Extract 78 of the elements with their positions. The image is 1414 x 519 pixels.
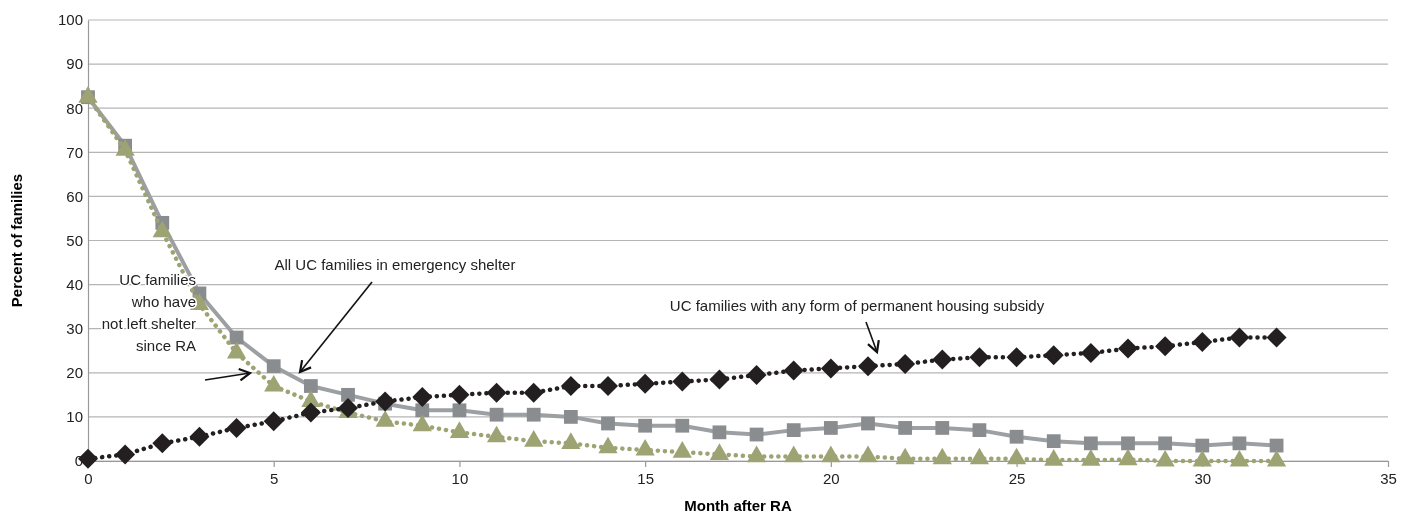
point xyxy=(1155,336,1176,357)
point xyxy=(1121,436,1135,451)
point xyxy=(861,416,875,431)
x-tick-label: 35 xyxy=(1380,469,1397,487)
point xyxy=(598,376,618,397)
point xyxy=(935,421,950,435)
point xyxy=(932,349,953,370)
point xyxy=(189,426,210,447)
point xyxy=(489,407,504,422)
point xyxy=(712,425,727,440)
x-tick-label: 20 xyxy=(823,469,840,487)
point xyxy=(783,360,804,381)
point xyxy=(415,403,430,418)
point xyxy=(672,371,693,392)
point xyxy=(1158,436,1173,451)
point xyxy=(115,444,136,465)
point xyxy=(1195,438,1210,453)
point xyxy=(452,403,467,418)
point xyxy=(449,384,470,405)
point xyxy=(375,391,396,412)
point xyxy=(226,417,247,438)
point xyxy=(523,382,544,403)
point xyxy=(263,411,284,432)
point xyxy=(1043,345,1064,366)
point xyxy=(969,347,990,368)
point xyxy=(1192,331,1213,352)
x-tick-label: 5 xyxy=(270,469,279,487)
point xyxy=(1046,434,1061,449)
point xyxy=(895,353,916,374)
point xyxy=(638,418,653,433)
point xyxy=(746,365,767,385)
x-tick-label: 10 xyxy=(451,469,469,487)
y-tick-label: 80 xyxy=(66,99,83,117)
point xyxy=(1006,347,1027,368)
y-tick-label: 60 xyxy=(66,187,83,205)
y-tick-label: 100 xyxy=(57,11,83,29)
point xyxy=(412,387,433,408)
point xyxy=(486,382,507,403)
point xyxy=(1083,436,1098,451)
point xyxy=(266,359,281,374)
y-tick-label: 40 xyxy=(66,275,83,293)
x-tick-label: 30 xyxy=(1194,469,1212,487)
point xyxy=(1266,327,1287,348)
point xyxy=(303,379,318,393)
point xyxy=(709,369,730,390)
point xyxy=(858,356,878,377)
point xyxy=(1232,436,1247,451)
y-tick-label: 70 xyxy=(66,143,83,161)
point xyxy=(601,416,615,431)
point xyxy=(635,373,656,394)
point xyxy=(1080,342,1101,363)
point xyxy=(823,421,838,435)
y-tick-label: 50 xyxy=(66,231,83,249)
point xyxy=(526,407,541,422)
point xyxy=(1118,338,1138,359)
point xyxy=(675,418,690,433)
point xyxy=(152,433,173,454)
y-tick-label: 90 xyxy=(66,55,83,73)
x-tick-label: 15 xyxy=(637,469,654,487)
point xyxy=(300,402,321,423)
point xyxy=(563,410,578,424)
annotation: UC families with any form of permanent housing subsidy xyxy=(669,297,1045,314)
annotation: UC families who have not left shelter since RA xyxy=(101,271,196,354)
annotation: All UC families in emergency shelter xyxy=(274,256,516,273)
point xyxy=(1009,429,1024,444)
point xyxy=(786,423,801,438)
point xyxy=(820,358,841,379)
y-tick-label: 30 xyxy=(66,320,83,337)
point xyxy=(898,421,913,435)
y-tick-label: 20 xyxy=(66,364,83,382)
point xyxy=(1229,327,1250,348)
point xyxy=(560,376,581,397)
x-tick-label: 25 xyxy=(1008,469,1026,487)
point xyxy=(341,387,355,402)
x-axis-title: Month after RA xyxy=(684,497,792,514)
y-tick-label: 10 xyxy=(66,408,83,426)
point xyxy=(972,423,987,438)
y-axis-title: Percent of families xyxy=(8,173,25,308)
